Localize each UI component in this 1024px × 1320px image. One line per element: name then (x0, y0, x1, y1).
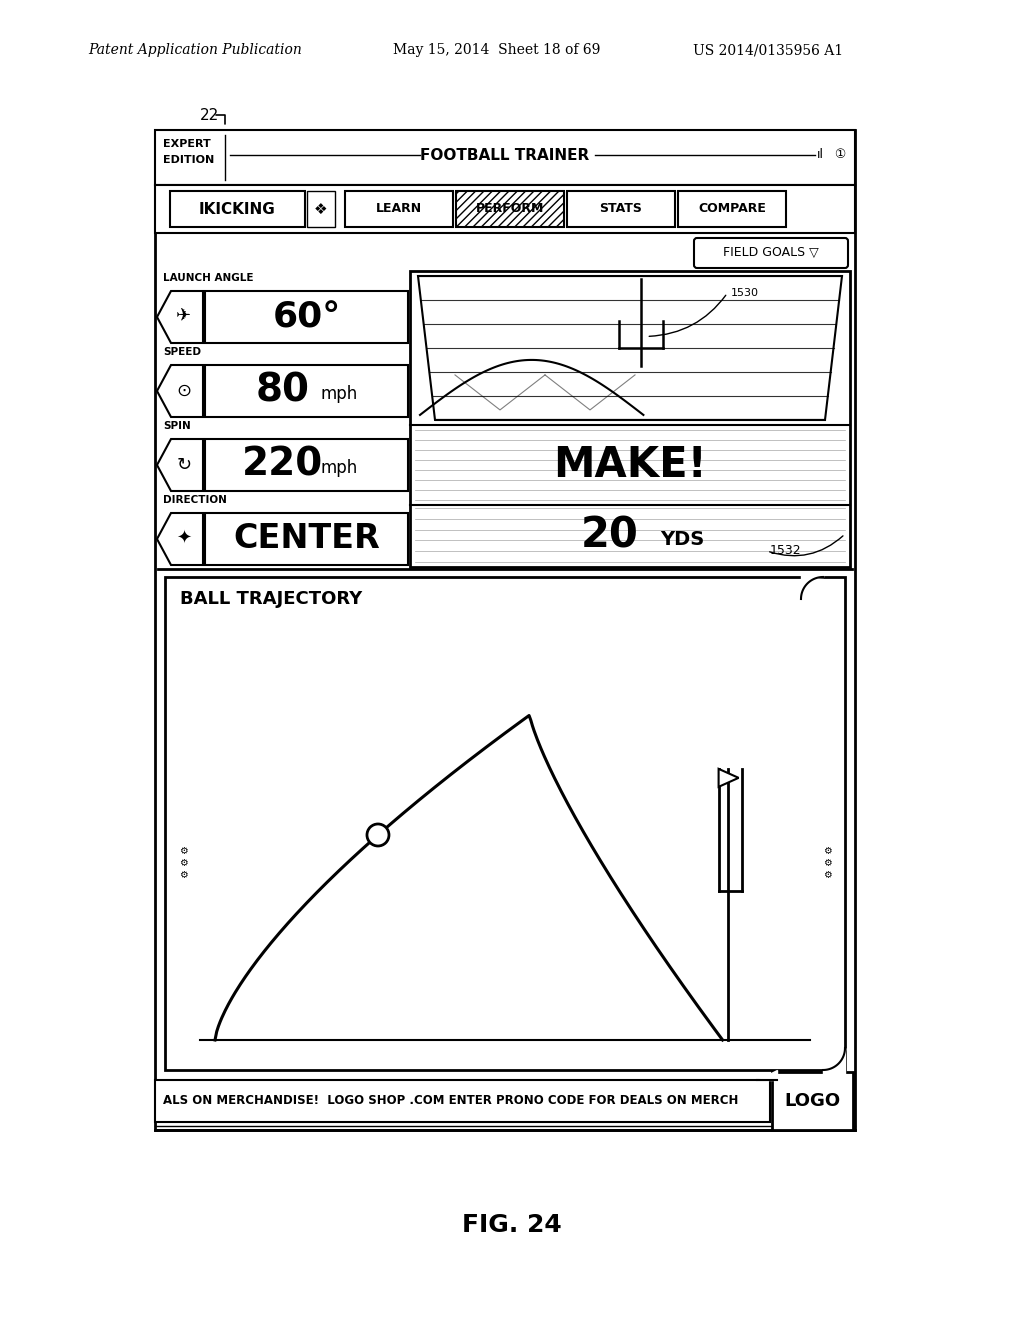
Text: ALS ON MERCHANDISE!  LOGO SHOP .COM ENTER PRONO CODE FOR DEALS ON MERCH: ALS ON MERCHANDISE! LOGO SHOP .COM ENTER… (163, 1094, 738, 1107)
Bar (307, 191, 335, 227)
Bar (772, 1072, 853, 1130)
Bar (205, 290, 408, 343)
Text: 1532: 1532 (770, 544, 802, 557)
Text: LOGO: LOGO (784, 1092, 841, 1110)
Text: COMPARE: COMPARE (698, 202, 766, 215)
Text: US 2014/0135956 A1: US 2014/0135956 A1 (693, 44, 843, 57)
Bar (678, 191, 786, 227)
Bar (456, 191, 564, 227)
Polygon shape (157, 513, 203, 565)
Text: 1530: 1530 (730, 288, 759, 298)
Text: MAKE!: MAKE! (553, 444, 707, 486)
Bar (170, 191, 305, 227)
Text: SPIN: SPIN (163, 421, 190, 432)
Bar (205, 513, 408, 565)
Bar (155, 129, 855, 185)
Text: 22: 22 (200, 107, 219, 123)
Text: Patent Application Publication: Patent Application Publication (88, 44, 302, 57)
Text: ①: ① (835, 149, 846, 161)
Text: BALL TRAJECTORY: BALL TRAJECTORY (180, 590, 362, 609)
Text: ⊙: ⊙ (176, 381, 191, 400)
Polygon shape (157, 290, 203, 343)
Text: mph: mph (321, 459, 357, 477)
Polygon shape (157, 366, 203, 417)
Text: ıl: ıl (816, 149, 823, 161)
Bar (165, 577, 845, 1071)
Bar (155, 185, 855, 234)
Bar (410, 271, 850, 568)
Text: 80: 80 (255, 372, 309, 411)
Text: ❖: ❖ (314, 202, 328, 216)
Text: EXPERT: EXPERT (163, 139, 211, 149)
Text: LEARN: LEARN (376, 202, 422, 215)
Bar (567, 191, 675, 227)
Text: IKICKING: IKICKING (199, 202, 275, 216)
Text: CENTER: CENTER (233, 523, 380, 556)
Polygon shape (719, 768, 738, 787)
Text: FOOTBALL TRAINER: FOOTBALL TRAINER (421, 148, 590, 162)
Polygon shape (757, 1071, 777, 1080)
Text: PERFORM: PERFORM (476, 202, 544, 215)
Text: EDITION: EDITION (163, 154, 214, 165)
Bar (155, 1080, 770, 1122)
Text: May 15, 2014  Sheet 18 of 69: May 15, 2014 Sheet 18 of 69 (393, 44, 600, 57)
Text: mph: mph (321, 385, 357, 403)
Text: ✈: ✈ (176, 308, 191, 326)
Text: ⚙
⚙
⚙: ⚙ ⚙ ⚙ (822, 846, 831, 879)
Text: ✦: ✦ (176, 531, 191, 548)
Polygon shape (157, 440, 203, 491)
Text: LAUNCH ANGLE: LAUNCH ANGLE (163, 273, 254, 284)
Text: SPEED: SPEED (163, 347, 201, 358)
Text: STATS: STATS (600, 202, 642, 215)
Text: 60°: 60° (272, 300, 341, 334)
Bar (155, 129, 855, 1130)
Circle shape (367, 824, 389, 846)
Text: FIELD GOALS ▽: FIELD GOALS ▽ (723, 247, 819, 260)
Bar (345, 191, 453, 227)
Text: ↻: ↻ (176, 455, 191, 474)
Bar (205, 440, 408, 491)
Text: FIG. 24: FIG. 24 (462, 1213, 562, 1237)
Polygon shape (418, 276, 842, 420)
Bar (205, 366, 408, 417)
Text: 20: 20 (581, 515, 639, 557)
Text: 220: 220 (242, 446, 323, 484)
Text: DIRECTION: DIRECTION (163, 495, 227, 506)
FancyBboxPatch shape (694, 238, 848, 268)
Text: YDS: YDS (660, 531, 705, 549)
Text: ⚙
⚙
⚙: ⚙ ⚙ ⚙ (178, 846, 187, 879)
